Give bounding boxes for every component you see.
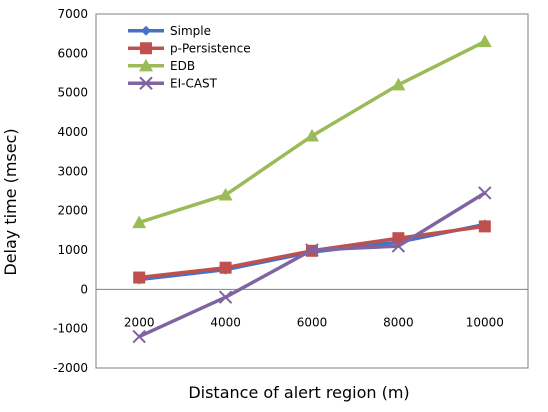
x-tick-label: 4000: [210, 315, 241, 329]
data-point: [305, 128, 319, 142]
data-point: [132, 329, 146, 344]
data-point: [478, 220, 491, 233]
data-point: [218, 290, 233, 304]
data-point: [141, 25, 151, 36]
series-2: [132, 34, 492, 229]
legend-label: EDB: [170, 59, 195, 73]
series-layer: [132, 34, 492, 344]
y-tick-label: 6000: [57, 46, 88, 60]
y-tick-label: 1000: [57, 243, 88, 257]
legend-item: p-Persistence: [128, 41, 251, 55]
y-tick-label: -1000: [53, 322, 88, 336]
y-axis-title: Delay time (msec): [1, 128, 20, 275]
data-point: [139, 76, 153, 90]
y-tick-label: 4000: [57, 125, 88, 139]
data-point: [132, 215, 147, 229]
legend-label: Simple: [170, 24, 211, 38]
data-point: [478, 186, 492, 200]
y-tick-label: 7000: [57, 7, 88, 21]
x-tick-label: 8000: [383, 315, 414, 329]
legend-item: EI-CAST: [128, 76, 218, 90]
data-point: [218, 187, 233, 201]
y-tick-label: 0: [80, 282, 88, 296]
data-point: [219, 261, 232, 274]
y-tick-label: 2000: [57, 204, 88, 218]
legend-label: EI-CAST: [170, 76, 218, 90]
data-point: [133, 271, 146, 284]
y-tick-label: 3000: [57, 164, 88, 178]
data-point: [391, 239, 406, 253]
legend-item: Simple: [128, 24, 211, 38]
y-tick-labels: -2000 -1000 0 1000 2000 3000 4000 5000 6000 7000: [53, 7, 88, 375]
x-tick-labels: 2000 4000 6000 8000 10000: [124, 315, 504, 329]
data-point: [391, 77, 406, 91]
data-point: [140, 42, 152, 55]
data-point: [305, 243, 319, 257]
legend-item: EDB: [128, 58, 195, 73]
data-point: [139, 58, 153, 72]
y-tick-label: -2000: [53, 361, 88, 375]
y-tick-label: 5000: [57, 86, 88, 100]
x-tick-label: 10000: [466, 315, 504, 329]
legend: Simple p-Persistence EDB EI-CAST: [126, 20, 268, 94]
series-3: [132, 186, 492, 344]
legend-label: p-Persistence: [170, 41, 251, 55]
x-axis-title: Distance of alert region (m): [188, 383, 409, 402]
data-point: [392, 232, 405, 245]
data-point: [477, 34, 492, 48]
x-tick-label: 6000: [297, 315, 328, 329]
x-tick-label: 2000: [124, 315, 155, 329]
